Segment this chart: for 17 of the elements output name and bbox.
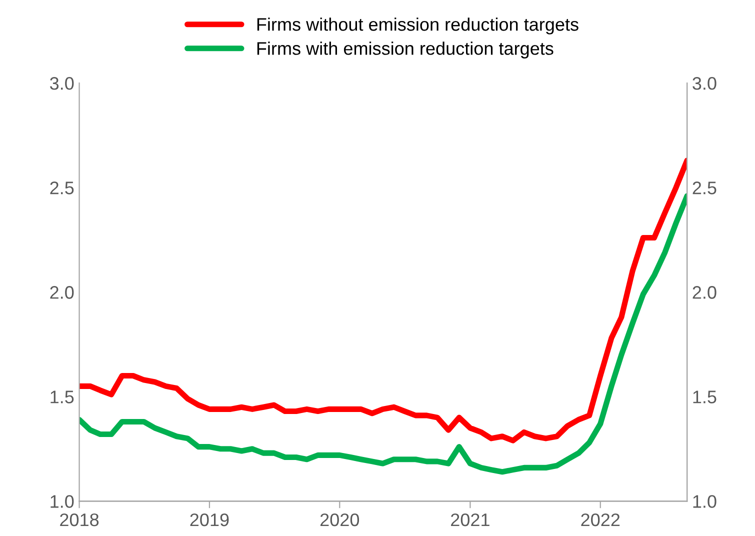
x-tick-label: 2018 xyxy=(60,513,99,526)
y-tick-label: 1.0 xyxy=(693,495,716,508)
y2-tick-label: 2.5 xyxy=(50,182,74,194)
x-tick-label: 2020 xyxy=(320,513,360,526)
legend-label: Firms without emission reduction targets xyxy=(257,18,578,34)
y2-tick-label: 1.5 xyxy=(50,390,74,404)
y2-tick-label: 2.0 xyxy=(50,286,74,299)
x-tick-label: 2021 xyxy=(451,513,490,526)
y-tick-label: 2.5 xyxy=(692,182,716,194)
y2-tick-label: 1.0 xyxy=(50,495,74,508)
y-tick-label: 1.5 xyxy=(693,390,716,404)
x-tick-label: 2019 xyxy=(190,513,229,526)
legend-label: Firms with emission reduction targets xyxy=(257,42,554,58)
x-tick-label: 2022 xyxy=(581,513,620,526)
y-tick-label: 2.0 xyxy=(692,286,716,299)
y2-tick-label: 3.0 xyxy=(50,77,74,90)
y-tick-label: 3.0 xyxy=(692,77,716,90)
